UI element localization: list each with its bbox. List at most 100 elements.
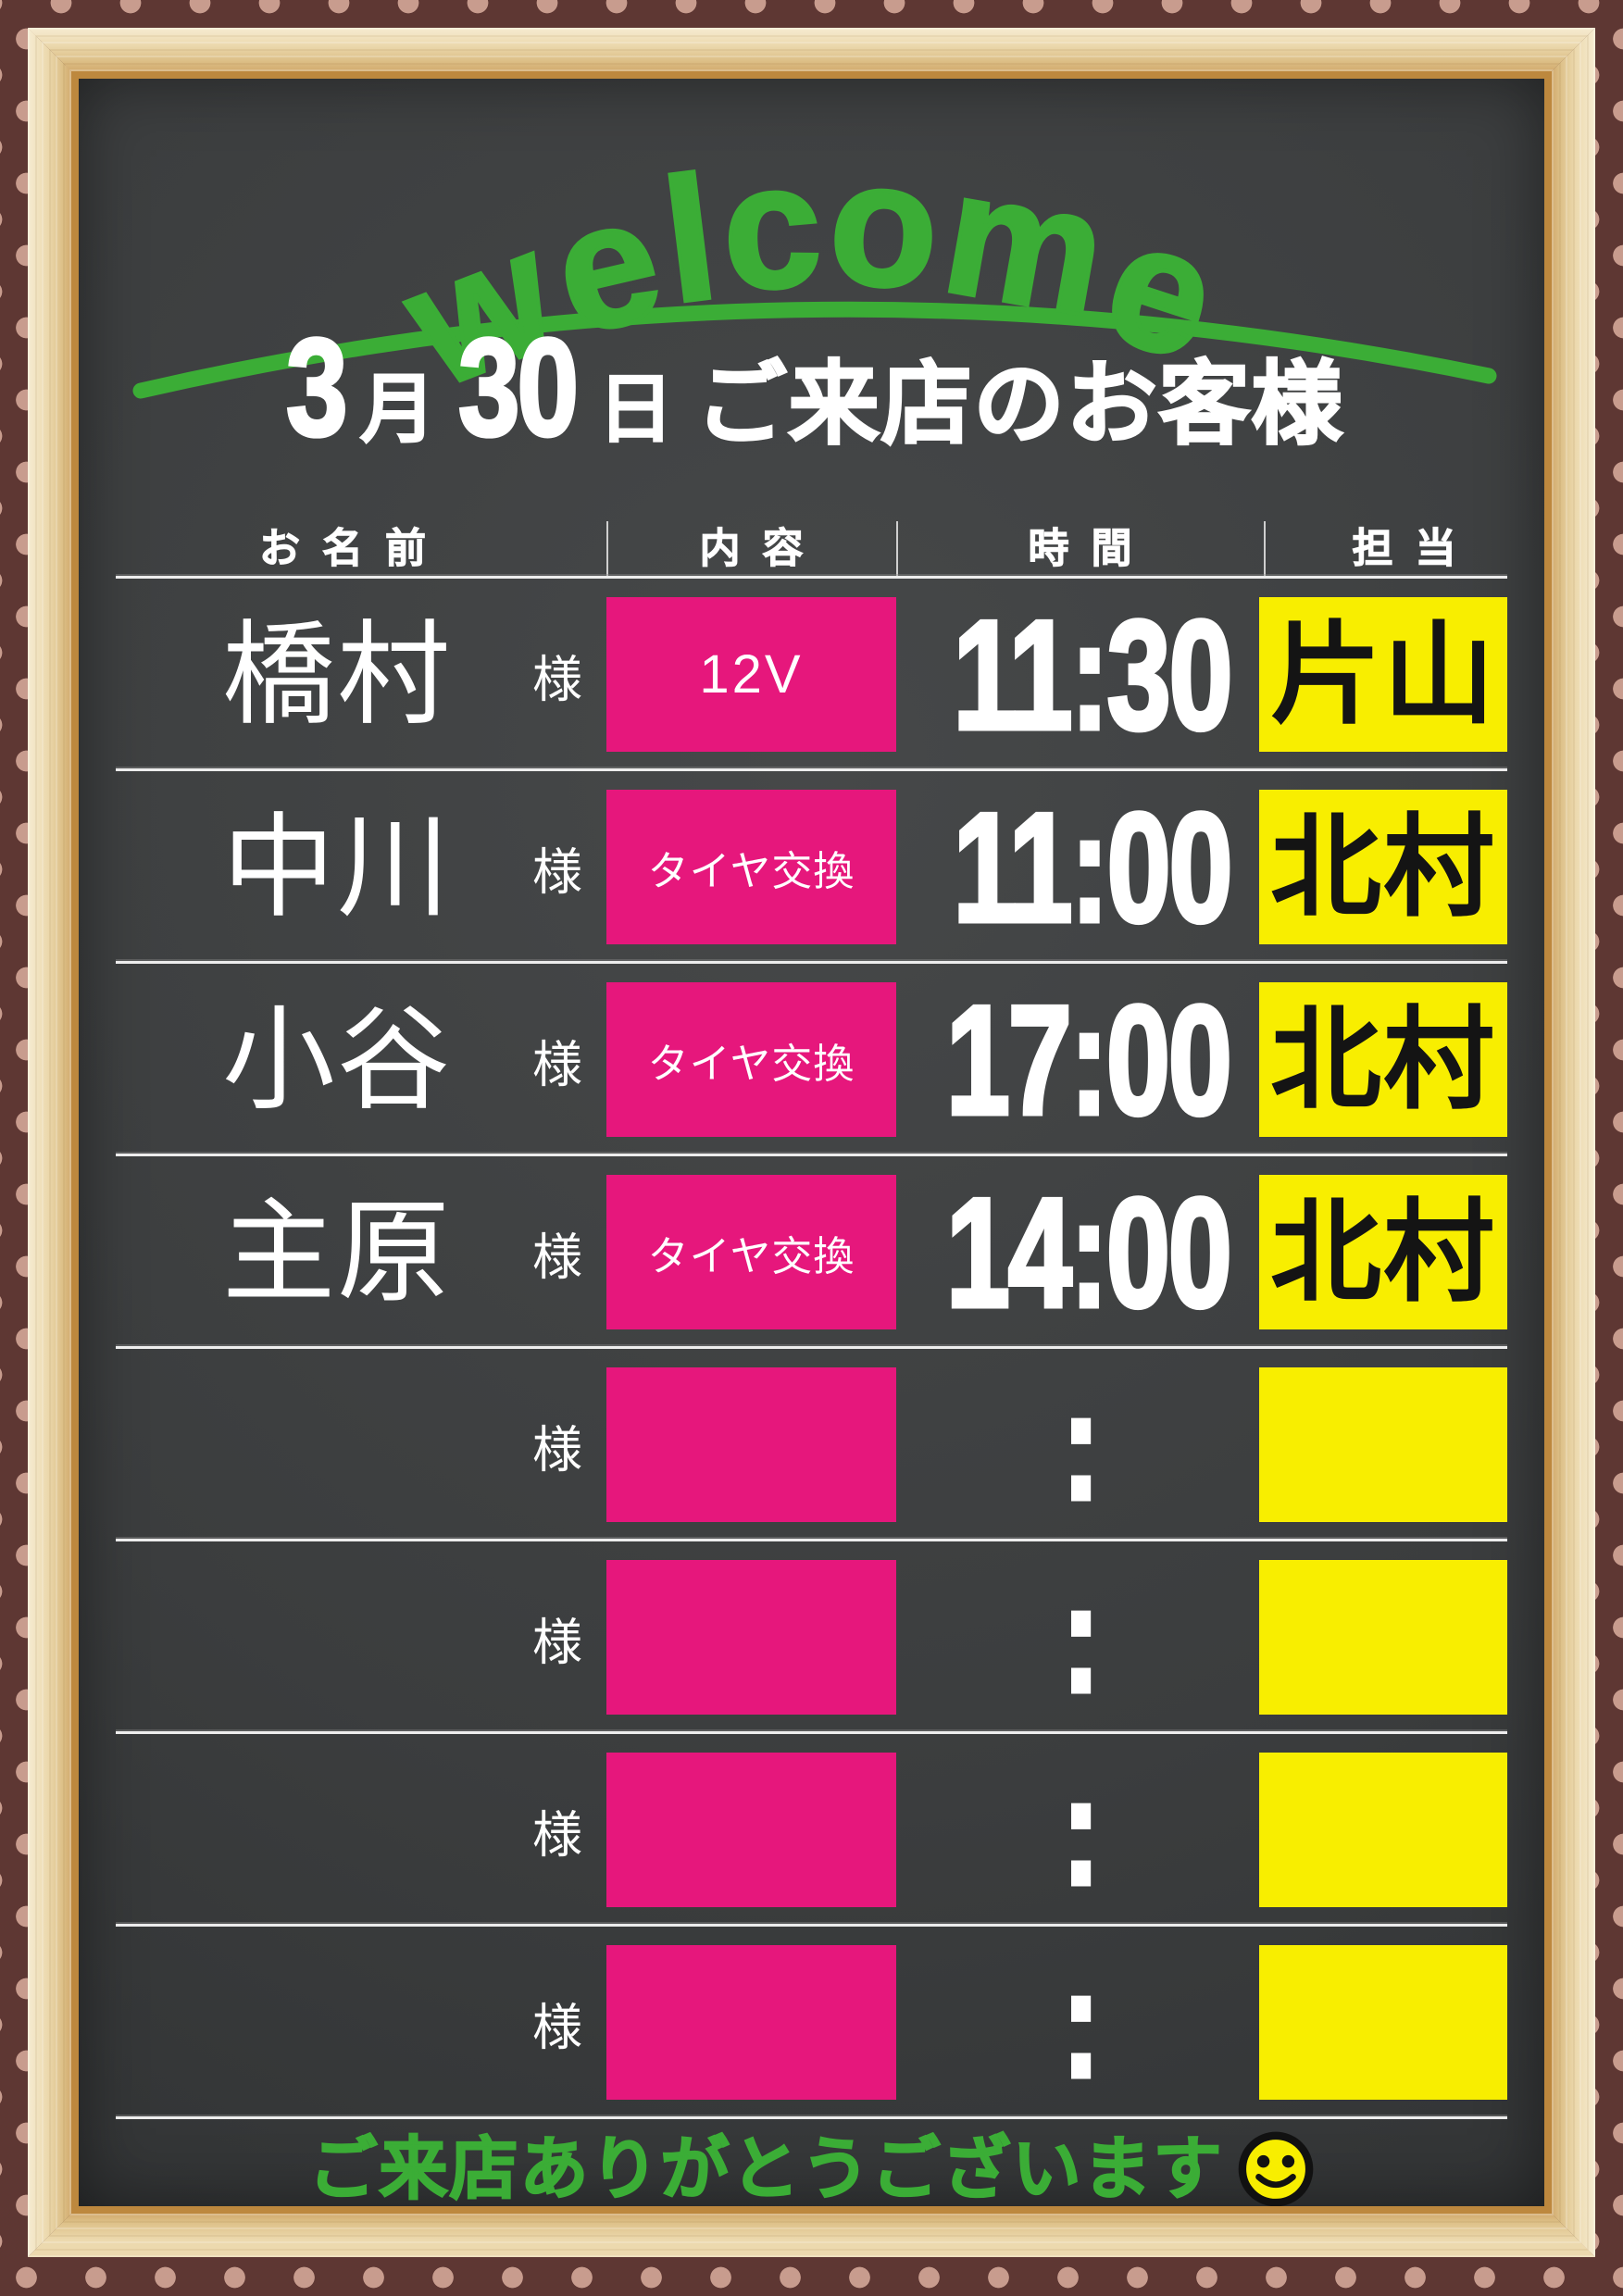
- time-cell: 11:00: [896, 771, 1264, 964]
- header-underline: [116, 576, 1507, 579]
- content-cell: 12V: [606, 579, 896, 771]
- date-month-number: 3: [285, 309, 350, 465]
- content-cell: [606, 1927, 896, 2119]
- footer: ご来店ありがとうございます: [79, 2127, 1544, 2206]
- honorific-label: 様: [532, 1037, 582, 1093]
- staff-cell: [1259, 1349, 1544, 1541]
- content-badge: [606, 1367, 896, 1522]
- staff-badge: [1259, 1560, 1507, 1715]
- content-cell: [606, 1734, 896, 1927]
- content-cell: タイヤ交換: [606, 771, 896, 964]
- time-value: :: [1060, 1936, 1102, 2110]
- wood-frame-bottom: [28, 2214, 1595, 2257]
- name-cell: 橋村 様: [79, 579, 606, 771]
- time-value: 11:30: [951, 588, 1234, 762]
- honorific-label: 様: [532, 1229, 582, 1286]
- table-header: お名前 内容 時間 担当: [79, 512, 1544, 577]
- time-value: :: [1060, 1743, 1102, 1917]
- content-text: タイヤ交換: [647, 1233, 855, 1279]
- customer-name: 小谷: [222, 997, 452, 1123]
- time-cell: 14:00: [896, 1156, 1264, 1349]
- date-day-number: 30: [456, 309, 580, 465]
- staff-name: 北村: [1270, 805, 1496, 930]
- staff-cell: 北村: [1259, 964, 1544, 1156]
- date-suffix: ご来店のお客様: [694, 353, 1344, 455]
- honorific-label: 様: [532, 1615, 582, 1671]
- chalkboard: welcome 3 月 30 日 ご来店のお客様 お名前 内容 時間 担当 橋村 様 …: [79, 79, 1544, 2206]
- smiley-face-icon: [1238, 2131, 1313, 2206]
- name-cell: 様: [79, 1349, 606, 1541]
- honorific-label: 様: [532, 2000, 582, 2056]
- header-column-separator: [896, 521, 898, 577]
- content-badge: [606, 1753, 896, 1907]
- header-column-separator: [606, 521, 608, 577]
- honorific-label: 様: [532, 1422, 582, 1479]
- staff-badge: 北村: [1259, 790, 1507, 944]
- staff-badge: 北村: [1259, 1175, 1507, 1329]
- time-value: :: [1060, 1358, 1102, 1532]
- time-value: :: [1060, 1551, 1102, 1725]
- staff-name: 北村: [1270, 997, 1496, 1122]
- header-cell: 時間: [1028, 526, 1155, 572]
- content-cell: タイヤ交換: [606, 1156, 896, 1349]
- table-row: 様 :: [79, 1927, 1544, 2119]
- table-row: 小谷 様 タイヤ交換 17:00 北村: [79, 964, 1544, 1156]
- name-cell: 小谷 様: [79, 964, 606, 1156]
- table-row: 中川 様 タイヤ交換 11:00 北村: [79, 771, 1544, 964]
- content-badge: タイヤ交換: [606, 1175, 896, 1329]
- header-cell: 担当: [1352, 526, 1479, 572]
- content-text: タイヤ交換: [647, 1041, 855, 1087]
- reservation-table: 橋村 様 12V 11:30 片山 中川 様 タイヤ交換 11:00: [79, 579, 1544, 2119]
- table-row: 様 :: [79, 1349, 1544, 1541]
- staff-badge: 片山: [1259, 597, 1507, 752]
- name-cell: 様: [79, 1734, 606, 1927]
- honorific-label: 様: [532, 652, 582, 708]
- staff-badge: [1259, 1753, 1507, 1907]
- time-cell: :: [896, 1349, 1264, 1541]
- welcome-arc: [132, 301, 1497, 399]
- time-value: 17:00: [944, 973, 1234, 1147]
- content-cell: タイヤ交換: [606, 964, 896, 1156]
- staff-badge: [1259, 1945, 1507, 2100]
- time-cell: 11:30: [896, 579, 1264, 771]
- content-text: 12V: [699, 644, 804, 705]
- staff-badge: [1259, 1367, 1507, 1522]
- content-text: タイヤ交換: [647, 848, 855, 894]
- thank-you-message: ご来店ありがとうございます: [308, 2130, 1224, 2206]
- header-column-separator: [1264, 521, 1266, 577]
- staff-cell: 北村: [1259, 771, 1544, 964]
- table-row: 主原 様 タイヤ交換 14:00 北村: [79, 1156, 1544, 1349]
- date-title: 3 月 30 日 ご来店のお客様: [79, 309, 1544, 465]
- wood-frame-left: [28, 28, 71, 2257]
- content-badge: タイヤ交換: [606, 982, 896, 1137]
- staff-cell: [1259, 1734, 1544, 1927]
- table-row: 様 :: [79, 1734, 1544, 1927]
- staff-badge: 北村: [1259, 982, 1507, 1137]
- table-row: 橋村 様 12V 11:30 片山: [79, 579, 1544, 771]
- staff-cell: 片山: [1259, 579, 1544, 771]
- header-cell: お名前: [259, 526, 448, 572]
- content-cell: [606, 1541, 896, 1734]
- table-row: 様 :: [79, 1541, 1544, 1734]
- time-cell: :: [896, 1541, 1264, 1734]
- honorific-label: 様: [532, 844, 582, 901]
- content-badge: [606, 1945, 896, 2100]
- time-cell: :: [896, 1734, 1264, 1927]
- content-badge: [606, 1560, 896, 1715]
- wood-frame-inner-lip: [71, 71, 1552, 2214]
- content-cell: [606, 1349, 896, 1541]
- name-cell: 様: [79, 1541, 606, 1734]
- time-cell: 17:00: [896, 964, 1264, 1156]
- staff-cell: [1259, 1541, 1544, 1734]
- time-value: 14:00: [944, 1166, 1234, 1340]
- customer-name: 橋村: [222, 612, 452, 738]
- wood-frame-top: [28, 28, 1595, 71]
- time-cell: :: [896, 1927, 1264, 2119]
- content-badge: 12V: [606, 597, 896, 752]
- header-cell: 内容: [699, 526, 826, 572]
- staff-cell: 北村: [1259, 1156, 1544, 1349]
- customer-name: 中川: [222, 805, 452, 930]
- staff-name: 片山: [1270, 612, 1496, 737]
- customer-name: 主原: [222, 1190, 452, 1316]
